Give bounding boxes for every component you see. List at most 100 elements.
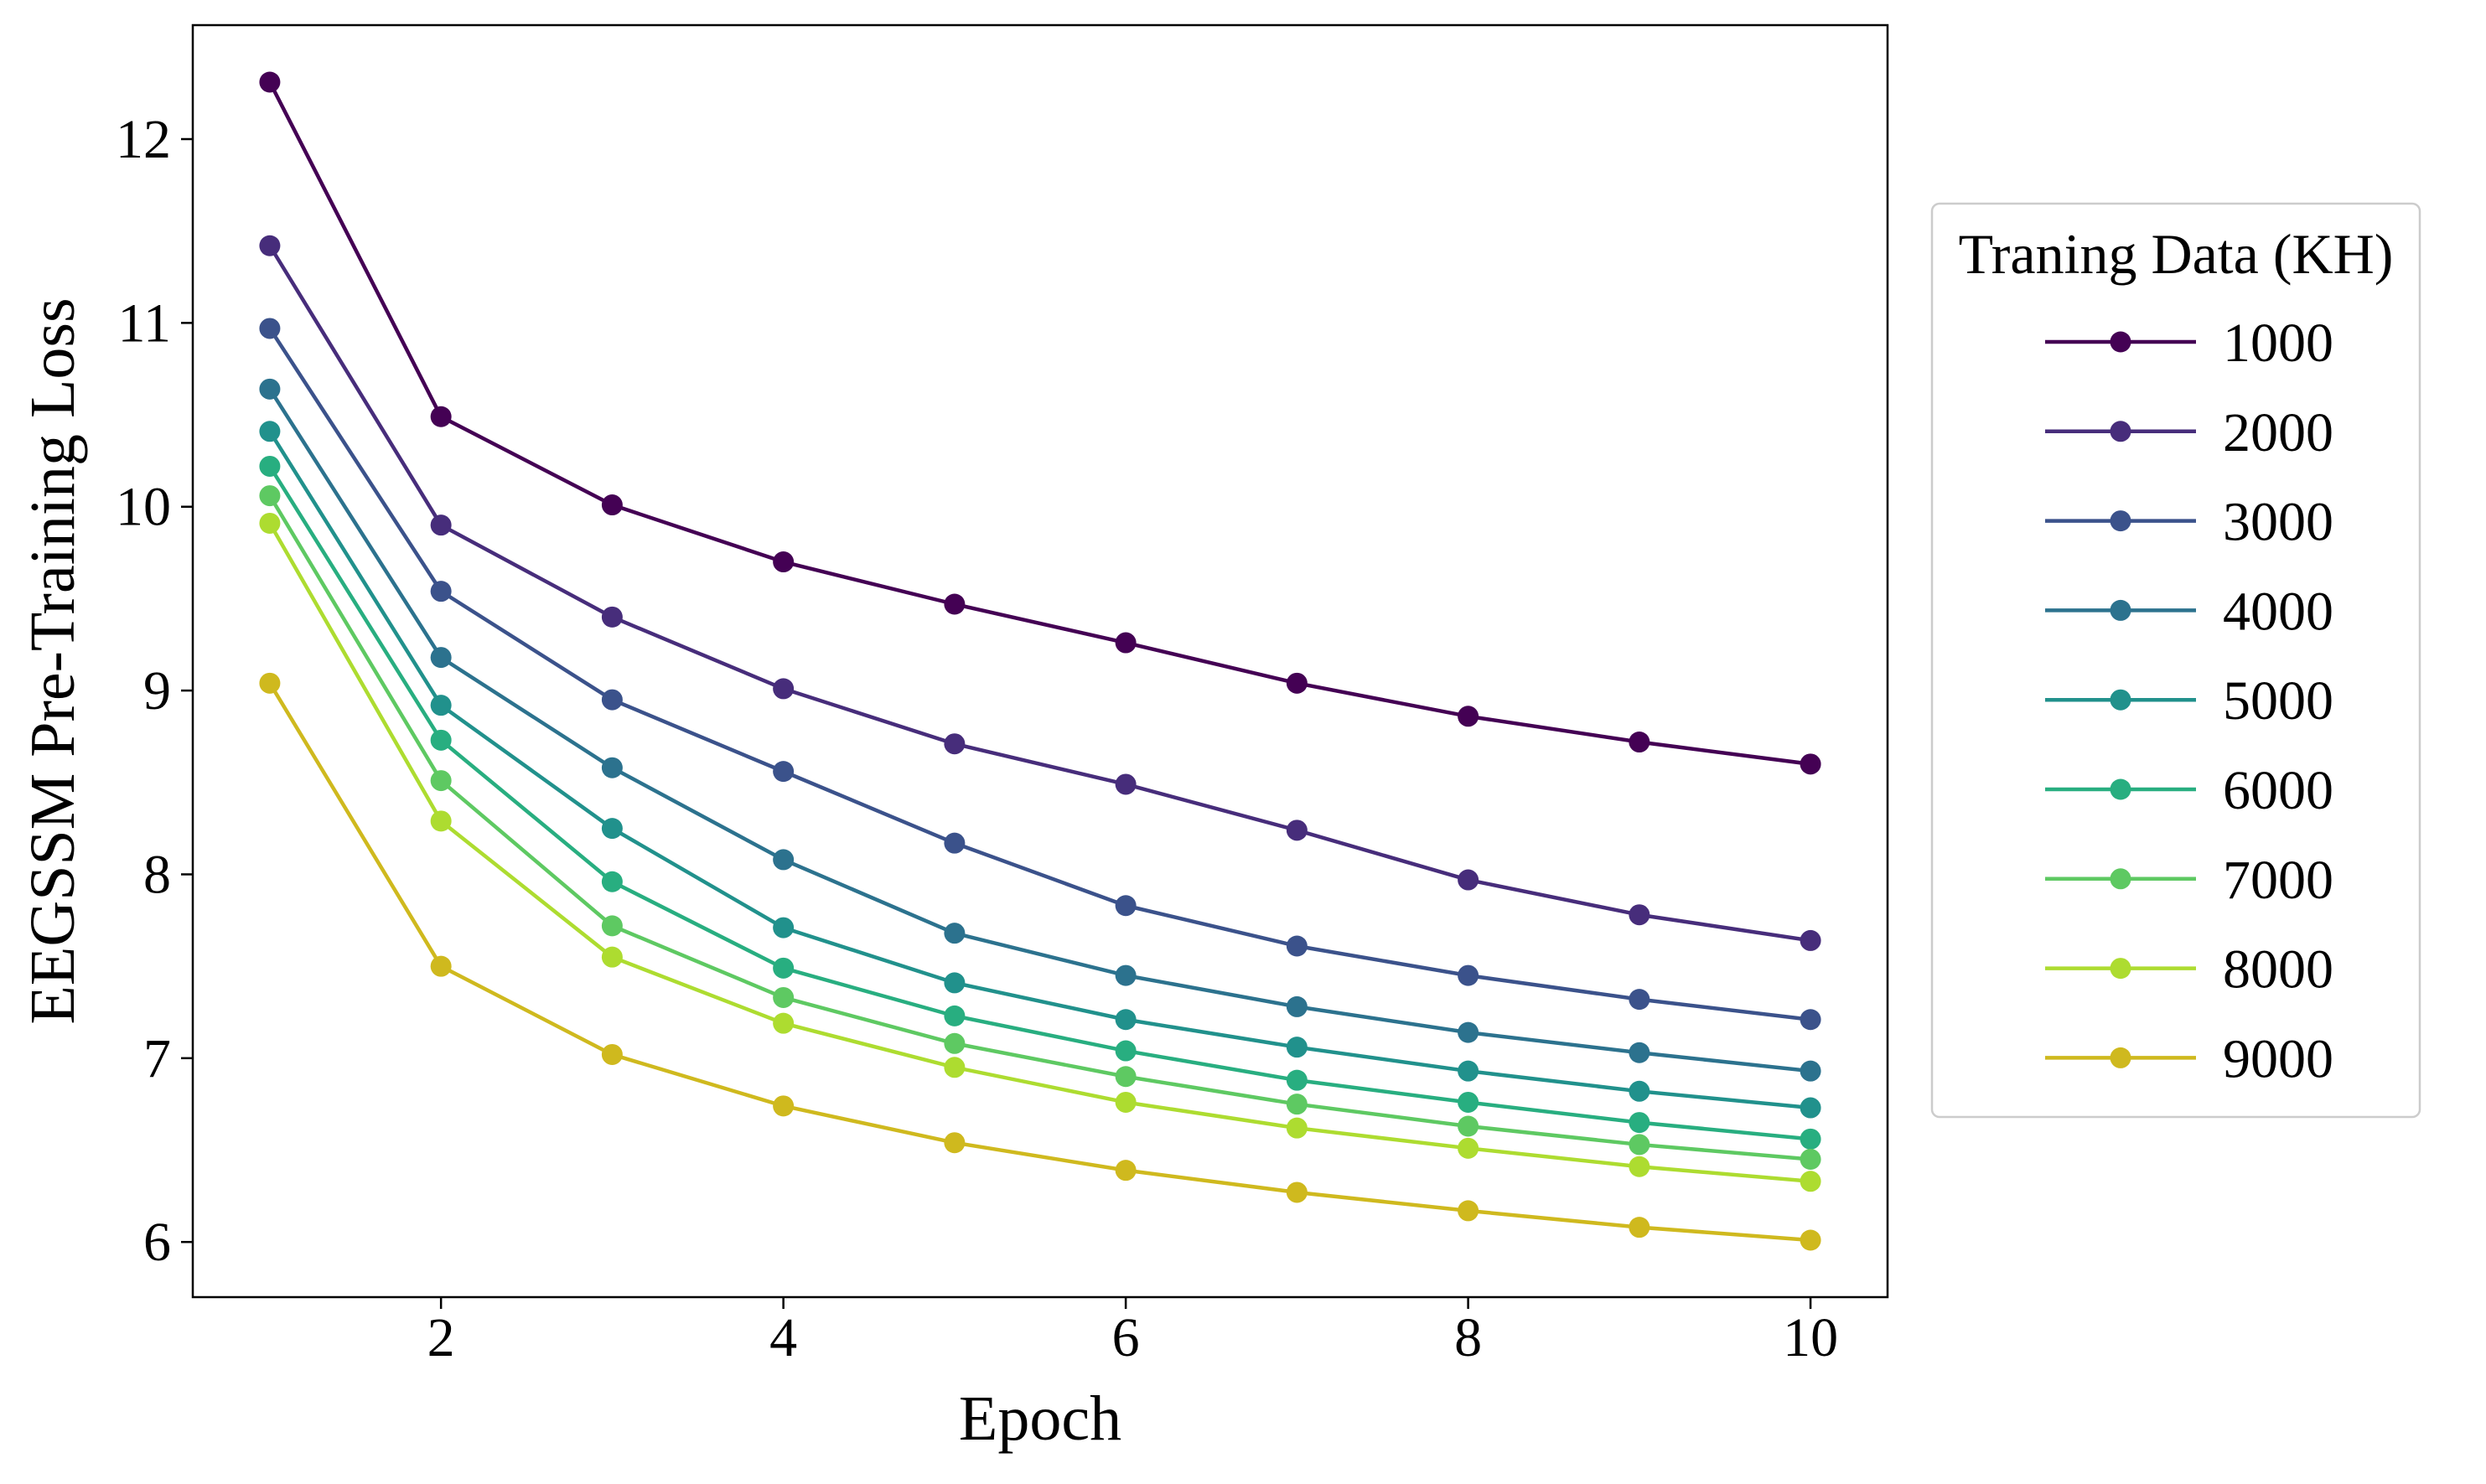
data-point-5000-2 bbox=[430, 695, 452, 716]
series-line-2000 bbox=[267, 243, 1813, 943]
data-point-1000-6 bbox=[1115, 632, 1137, 654]
data-point-5000-8 bbox=[1458, 1060, 1479, 1082]
y-tick-label: 10 bbox=[116, 477, 171, 538]
data-point-9000-8 bbox=[1458, 1200, 1479, 1222]
legend-label-8000: 8000 bbox=[2223, 939, 2333, 1001]
legend-label-3000: 3000 bbox=[2223, 492, 2333, 553]
legend-marker-1000 bbox=[2110, 331, 2131, 353]
data-point-9000-6 bbox=[1115, 1160, 1137, 1182]
data-point-8000-10 bbox=[1800, 1171, 1821, 1192]
legend-marker-3000 bbox=[2110, 510, 2131, 532]
data-point-9000-10 bbox=[1800, 1229, 1821, 1251]
y-axis-label: EEGSSM Pre-Training Loss bbox=[18, 297, 88, 1024]
data-point-5000-6 bbox=[1115, 1009, 1137, 1031]
data-point-7000-5 bbox=[944, 1032, 966, 1054]
plot-area bbox=[259, 71, 1821, 1251]
data-point-1000-5 bbox=[944, 593, 966, 615]
legend-label-4000: 4000 bbox=[2223, 581, 2333, 642]
data-point-2000-10 bbox=[1800, 929, 1821, 951]
y-tick-label: 9 bbox=[143, 660, 171, 721]
data-point-6000-5 bbox=[944, 1005, 966, 1026]
data-point-2000-1 bbox=[259, 235, 281, 256]
data-point-4000-2 bbox=[430, 647, 452, 669]
data-point-6000-8 bbox=[1458, 1091, 1479, 1113]
data-point-2000-3 bbox=[601, 606, 623, 628]
data-point-2000-5 bbox=[944, 733, 966, 755]
data-point-3000-6 bbox=[1115, 895, 1137, 917]
data-point-2000-2 bbox=[430, 514, 452, 536]
data-point-1000-3 bbox=[601, 494, 623, 516]
data-point-6000-4 bbox=[773, 957, 795, 979]
data-point-3000-8 bbox=[1458, 964, 1479, 986]
data-point-7000-10 bbox=[1800, 1148, 1821, 1170]
legend-marker-9000 bbox=[2110, 1047, 2131, 1068]
data-point-8000-1 bbox=[259, 512, 281, 534]
data-point-6000-2 bbox=[430, 729, 452, 751]
data-point-3000-5 bbox=[944, 832, 966, 854]
data-point-6000-1 bbox=[259, 455, 281, 477]
data-point-7000-9 bbox=[1629, 1134, 1650, 1156]
data-point-9000-1 bbox=[259, 672, 281, 694]
y-tick-label: 6 bbox=[143, 1212, 171, 1273]
data-point-6000-10 bbox=[1800, 1128, 1821, 1150]
x-tick-label: 8 bbox=[1454, 1307, 1482, 1368]
data-point-5000-7 bbox=[1286, 1037, 1308, 1058]
data-point-4000-1 bbox=[259, 378, 281, 400]
data-point-3000-7 bbox=[1286, 935, 1308, 957]
data-point-7000-8 bbox=[1458, 1115, 1479, 1137]
data-point-2000-8 bbox=[1458, 869, 1479, 891]
data-point-7000-6 bbox=[1115, 1066, 1137, 1088]
data-point-1000-7 bbox=[1286, 672, 1308, 694]
data-point-3000-4 bbox=[773, 761, 795, 783]
data-point-1000-2 bbox=[430, 406, 452, 427]
y-tick-label: 8 bbox=[143, 844, 171, 905]
legend-title: Traning Data (KH) bbox=[1959, 222, 2394, 286]
x-tick-label: 6 bbox=[1112, 1307, 1140, 1368]
data-point-4000-4 bbox=[773, 849, 795, 871]
legend: Traning Data (KH) 1000 2000 3000 4000 5000 600… bbox=[1930, 202, 2421, 1119]
data-point-8000-8 bbox=[1458, 1137, 1479, 1159]
y-tick-label: 7 bbox=[143, 1028, 171, 1089]
data-point-4000-3 bbox=[601, 757, 623, 778]
legend-marker-4000 bbox=[2110, 599, 2131, 621]
data-point-8000-2 bbox=[430, 810, 452, 832]
data-point-6000-9 bbox=[1629, 1112, 1650, 1134]
plot-frame bbox=[191, 23, 1889, 1299]
data-point-9000-9 bbox=[1629, 1217, 1650, 1238]
data-point-8000-9 bbox=[1629, 1156, 1650, 1177]
axes: 2 4 6 8 10 6 7 8 9 10 11 12 Epoch EEGSSM Pre-Training… bbox=[18, 23, 1889, 1454]
x-tick-label: 4 bbox=[769, 1307, 797, 1368]
data-point-3000-9 bbox=[1629, 989, 1650, 1011]
series-line-9000 bbox=[267, 681, 1813, 1243]
legend-marker-7000 bbox=[2110, 868, 2131, 890]
data-point-7000-4 bbox=[773, 986, 795, 1008]
data-point-2000-4 bbox=[773, 678, 795, 700]
y-tick-label: 12 bbox=[116, 109, 171, 170]
data-point-5000-5 bbox=[944, 972, 966, 994]
legend-label-6000: 6000 bbox=[2223, 760, 2333, 821]
data-point-3000-1 bbox=[259, 318, 281, 339]
y-tick-label: 11 bbox=[117, 292, 171, 354]
data-point-5000-3 bbox=[601, 818, 623, 840]
legend-label-7000: 7000 bbox=[2223, 850, 2333, 911]
legend-marker-2000 bbox=[2110, 421, 2131, 442]
x-axis-label: Epoch bbox=[959, 1383, 1121, 1454]
series-line-6000 bbox=[267, 464, 1813, 1141]
data-point-9000-3 bbox=[601, 1043, 623, 1065]
data-point-1000-9 bbox=[1629, 732, 1650, 753]
data-point-4000-7 bbox=[1286, 995, 1308, 1017]
data-point-8000-4 bbox=[773, 1012, 795, 1034]
legend-marker-5000 bbox=[2110, 689, 2131, 711]
legend-label-5000: 5000 bbox=[2223, 670, 2333, 732]
x-tick-label: 10 bbox=[1783, 1307, 1838, 1368]
data-point-1000-1 bbox=[259, 71, 281, 93]
data-point-2000-6 bbox=[1115, 773, 1137, 795]
legend-label-9000: 9000 bbox=[2223, 1028, 2333, 1089]
data-point-1000-4 bbox=[773, 551, 795, 573]
data-point-3000-3 bbox=[601, 689, 623, 711]
x-tick-label: 2 bbox=[427, 1307, 455, 1368]
data-point-7000-2 bbox=[430, 770, 452, 792]
data-point-9000-4 bbox=[773, 1095, 795, 1117]
